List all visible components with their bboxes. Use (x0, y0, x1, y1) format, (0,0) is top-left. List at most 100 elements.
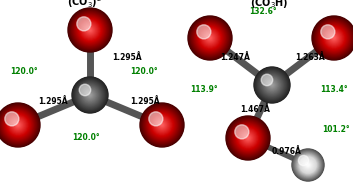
Circle shape (88, 93, 92, 97)
Circle shape (318, 22, 350, 54)
Circle shape (12, 119, 24, 131)
Circle shape (256, 69, 288, 101)
Circle shape (73, 78, 107, 112)
Circle shape (83, 88, 97, 102)
Circle shape (147, 110, 176, 140)
Circle shape (313, 17, 353, 59)
Circle shape (319, 23, 349, 53)
Circle shape (70, 9, 110, 50)
Circle shape (255, 68, 289, 102)
Circle shape (267, 80, 277, 90)
Circle shape (198, 26, 222, 50)
Circle shape (203, 31, 217, 45)
Circle shape (242, 132, 254, 144)
Circle shape (0, 106, 37, 144)
Circle shape (152, 115, 172, 135)
Circle shape (87, 92, 93, 98)
Circle shape (321, 25, 347, 51)
Circle shape (264, 77, 280, 93)
Circle shape (207, 34, 214, 42)
Circle shape (319, 23, 349, 53)
Circle shape (83, 23, 97, 37)
Circle shape (320, 24, 348, 52)
Circle shape (79, 84, 101, 106)
Circle shape (86, 91, 94, 99)
Circle shape (235, 125, 261, 151)
Circle shape (79, 84, 101, 106)
Circle shape (0, 107, 36, 143)
Circle shape (265, 78, 279, 92)
Circle shape (142, 105, 183, 146)
Text: 1.467Å: 1.467Å (240, 105, 270, 115)
Circle shape (201, 29, 220, 47)
Circle shape (233, 123, 263, 153)
Circle shape (8, 115, 28, 135)
Circle shape (268, 81, 276, 89)
Circle shape (298, 155, 309, 166)
Circle shape (77, 17, 91, 31)
Text: (CO$_3$)$^{2-}$: (CO$_3$)$^{2-}$ (67, 0, 109, 10)
Circle shape (84, 89, 96, 101)
Circle shape (306, 163, 310, 167)
Text: 0.976Å: 0.976Å (272, 147, 302, 156)
Circle shape (260, 73, 284, 97)
Circle shape (235, 125, 249, 139)
Circle shape (299, 156, 317, 174)
Circle shape (300, 157, 316, 173)
Circle shape (227, 117, 269, 159)
Circle shape (6, 112, 30, 137)
Circle shape (80, 20, 100, 40)
Circle shape (0, 104, 39, 146)
Circle shape (17, 124, 19, 126)
Circle shape (158, 121, 166, 129)
Circle shape (209, 37, 211, 39)
Circle shape (154, 117, 170, 133)
Circle shape (258, 71, 286, 99)
Circle shape (324, 28, 344, 48)
Circle shape (316, 20, 352, 56)
Text: 1.263Å: 1.263Å (295, 53, 325, 63)
Circle shape (305, 162, 311, 168)
Circle shape (89, 29, 91, 31)
Circle shape (238, 128, 258, 148)
Circle shape (69, 9, 111, 51)
Circle shape (156, 119, 168, 131)
Circle shape (257, 70, 287, 100)
Circle shape (17, 124, 19, 126)
Circle shape (236, 126, 260, 150)
Circle shape (150, 112, 174, 137)
Circle shape (76, 16, 104, 44)
Circle shape (302, 159, 314, 171)
Circle shape (297, 154, 319, 176)
Circle shape (329, 33, 339, 43)
Circle shape (5, 112, 31, 138)
Circle shape (239, 129, 257, 147)
Circle shape (264, 77, 280, 93)
Circle shape (82, 22, 98, 38)
Circle shape (323, 27, 345, 49)
Circle shape (140, 103, 184, 147)
Circle shape (73, 13, 107, 47)
Circle shape (232, 122, 264, 154)
Circle shape (88, 28, 92, 32)
Circle shape (76, 81, 104, 109)
Circle shape (269, 82, 275, 88)
Text: (CO$_3$H)$^{-}$: (CO$_3$H)$^{-}$ (250, 0, 294, 10)
Circle shape (271, 84, 273, 86)
Circle shape (157, 120, 167, 130)
Circle shape (229, 119, 267, 157)
Circle shape (85, 90, 95, 100)
Circle shape (148, 111, 176, 139)
Circle shape (146, 110, 178, 140)
Circle shape (144, 107, 180, 143)
Circle shape (316, 20, 352, 56)
Circle shape (205, 34, 214, 42)
Circle shape (13, 120, 23, 130)
Circle shape (237, 127, 259, 149)
Circle shape (313, 17, 353, 59)
Circle shape (266, 79, 278, 91)
Circle shape (188, 16, 232, 60)
Circle shape (192, 20, 228, 56)
Circle shape (330, 34, 339, 42)
Circle shape (254, 67, 290, 103)
